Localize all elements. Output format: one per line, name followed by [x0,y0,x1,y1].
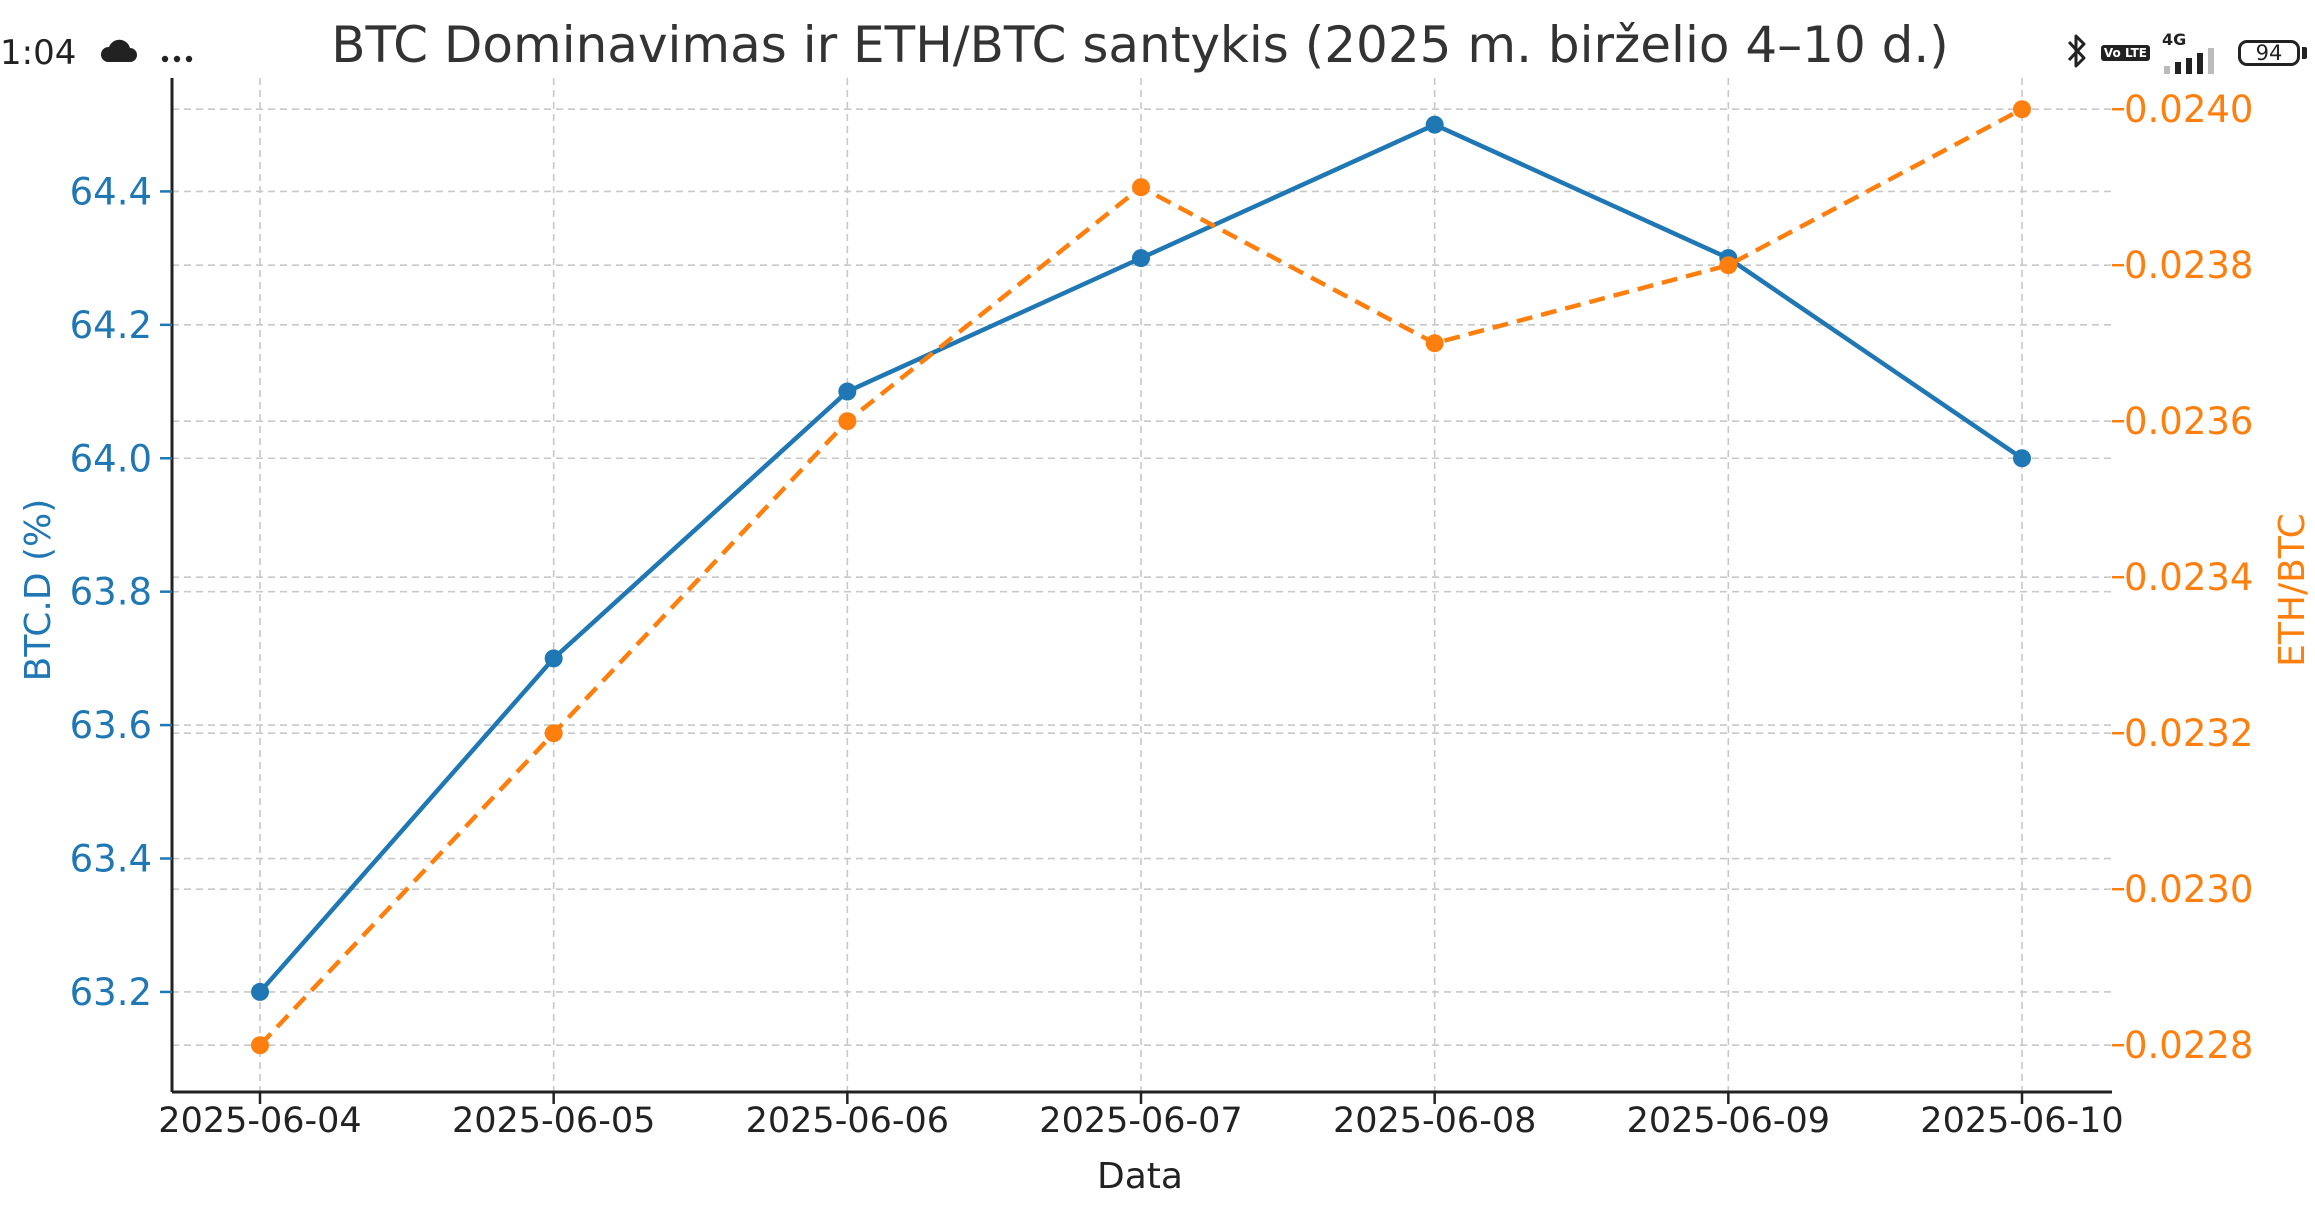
x-tick-label: 2025-06-05 [452,1101,655,1141]
left-tick-label: 63.6 [70,704,152,747]
status-bar-left: 1:04 [0,28,194,78]
right-axis-label: ETH/BTC [2272,513,2313,667]
right-tick-label: 0.0228 [2124,1024,2253,1067]
series-1-point [1425,115,1444,134]
x-tick-label: 2025-06-08 [1333,1101,1536,1141]
series-1-point [2013,449,2031,468]
grid [172,78,2112,1092]
series-1-point [838,382,857,401]
x-tick-label: 2025-06-10 [1920,1101,2123,1141]
series-2-point [1425,334,1444,353]
left-axis-label: BTC.D (%) [18,499,59,682]
left-tick-label: 63.2 [70,971,152,1014]
right-tick-label: 0.0240 [2124,88,2253,131]
x-axis-label: Data [1097,1156,1183,1197]
x-axis-ticks: 2025-06-04 2025-06-05 2025-06-06 2025-06-07… [158,1092,2124,1141]
status-bar-right: Vo LTE 4G 94 [2065,28,2307,78]
x-tick-label: 2025-06-06 [746,1101,949,1141]
series-1-point [251,982,269,1001]
right-tick-label: 0.0234 [2124,556,2253,599]
battery-icon: 94 [2238,40,2307,66]
series-2-point [544,724,563,743]
series-2-point [1132,178,1150,197]
left-axis-ticks: 63.2 63.4 63.6 63.8 64.0 64.2 64.4 [70,170,172,1014]
left-tick-label: 64.0 [70,437,152,480]
battery-level: 94 [2238,40,2300,66]
right-tick-label: 0.0238 [2124,244,2253,287]
series-2-point [1719,256,1738,275]
series-1-point [544,649,563,668]
signal-icon: 4G [2162,32,2226,74]
left-tick-label: 63.4 [70,838,152,881]
network-type-label: 4G [2162,30,2187,49]
volte-icon: Vo LTE [2100,45,2150,61]
series-2-point [2013,100,2031,119]
cloud-icon [98,33,138,73]
more-dots-icon [160,33,194,73]
left-tick-label: 64.4 [70,170,152,213]
left-tick-label: 63.8 [70,571,152,614]
right-tick-label: 0.0232 [2124,712,2253,755]
right-axis-ticks: 0.0228 0.0230 0.0232 0.0234 0.0236 0.0238 0.02… [2112,88,2253,1067]
x-tick-label: 2025-06-04 [158,1101,361,1141]
x-tick-label: 2025-06-09 [1627,1101,1830,1141]
x-tick-label: 2025-06-07 [1039,1101,1242,1141]
series-2-point [251,1036,269,1055]
right-tick-label: 0.0230 [2124,868,2253,911]
right-tick-label: 0.0236 [2124,400,2253,443]
chart-title: BTC Dominavimas ir ETH/BTC santykis (202… [331,16,1949,74]
series-2-point [838,412,857,431]
series [251,100,2031,1055]
status-time: 1:04 [0,33,77,73]
series-1-point [1132,249,1150,268]
bluetooth-icon [2065,31,2089,75]
axes [170,78,2112,1094]
left-tick-label: 64.2 [70,304,152,347]
